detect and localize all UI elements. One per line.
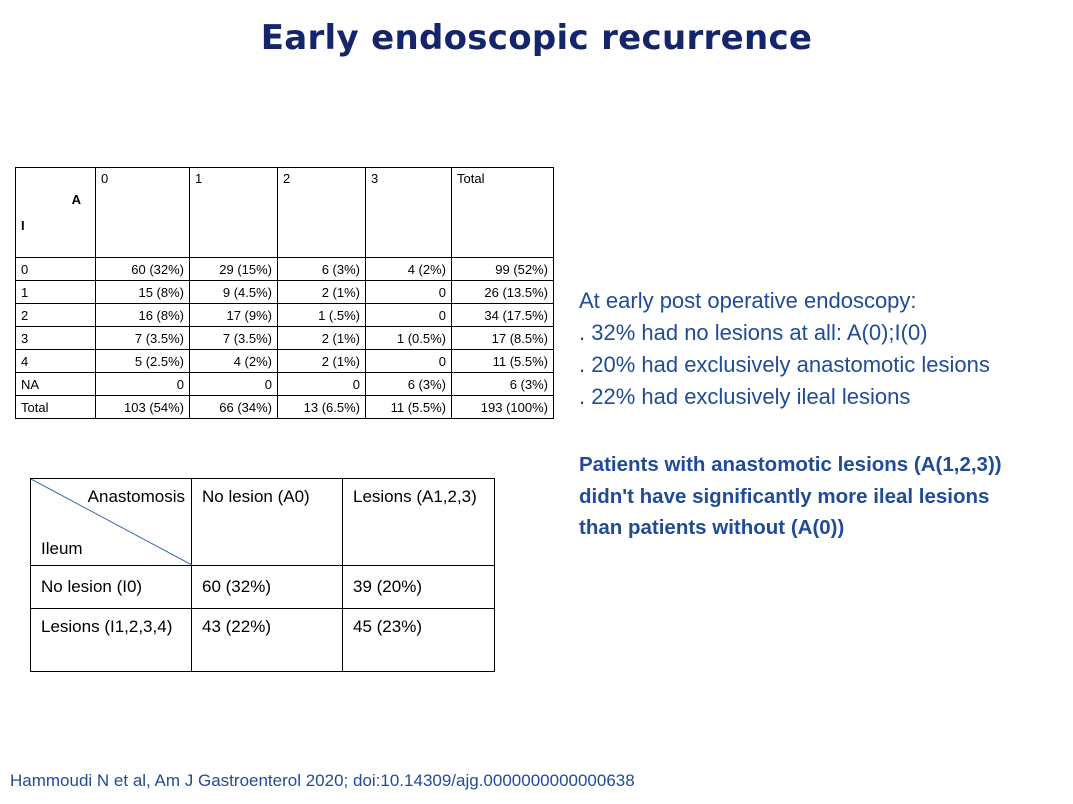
table-corner-cell: A I xyxy=(15,167,96,258)
summary-table: Anastomosis Ileum No lesion (A0) Lesions… xyxy=(30,478,495,672)
row-label: 3 xyxy=(15,326,96,350)
table-cell: 1 (0.5%) xyxy=(365,326,452,350)
table-cell: 17 (8.5%) xyxy=(451,326,554,350)
table-cell: 26 (13.5%) xyxy=(451,280,554,304)
table-header-row: Anastomosis Ileum No lesion (A0) Lesions… xyxy=(30,478,495,566)
table-row: 2 16 (8%) 17 (9%) 1 (.5%) 0 34 (17.5%) xyxy=(15,303,554,327)
table-cell: 2 (1%) xyxy=(277,326,366,350)
corner-label-anastomosis: Anastomosis xyxy=(87,487,185,506)
table-cell: 66 (34%) xyxy=(189,395,278,419)
column-header: 0 xyxy=(95,167,190,258)
table-corner-cell: Anastomosis Ileum xyxy=(30,478,192,566)
table-cell: 4 (2%) xyxy=(189,349,278,373)
column-header: 3 xyxy=(365,167,452,258)
table-cell: 9 (4.5%) xyxy=(189,280,278,304)
table-cell: 7 (3.5%) xyxy=(95,326,190,350)
table-cell: 0 xyxy=(277,372,366,396)
row-label: NA xyxy=(15,372,96,396)
table-cell: 5 (2.5%) xyxy=(95,349,190,373)
table-cell: 11 (5.5%) xyxy=(451,349,554,373)
findings-line: . 20% had exclusively anastomotic lesion… xyxy=(579,352,990,377)
table-cell: 15 (8%) xyxy=(95,280,190,304)
column-header: Lesions (A1,2,3) xyxy=(342,478,495,566)
conclusion-text: Patients with anastomotic lesions (A(1,2… xyxy=(579,449,1069,544)
findings-text: At early post operative endoscopy: . 32%… xyxy=(579,285,1069,413)
table-cell: 17 (9%) xyxy=(189,303,278,327)
table-cell: 60 (32%) xyxy=(95,257,190,281)
table-cell: 103 (54%) xyxy=(95,395,190,419)
table-cell: 13 (6.5%) xyxy=(277,395,366,419)
column-header: 1 xyxy=(189,167,278,258)
table-row: 0 60 (32%) 29 (15%) 6 (3%) 4 (2%) 99 (52… xyxy=(15,257,554,281)
table-cell: 0 xyxy=(95,372,190,396)
table-cell: 29 (15%) xyxy=(189,257,278,281)
table-cell: 11 (5.5%) xyxy=(365,395,452,419)
table-cell: 2 (1%) xyxy=(277,280,366,304)
table-cell: 7 (3.5%) xyxy=(189,326,278,350)
row-label: Total xyxy=(15,395,96,419)
table-cell: 6 (3%) xyxy=(451,372,554,396)
table-cell: 4 (2%) xyxy=(365,257,452,281)
table-row: NA 0 0 0 6 (3%) 6 (3%) xyxy=(15,372,554,396)
row-label: 0 xyxy=(15,257,96,281)
table-cell: 6 (3%) xyxy=(365,372,452,396)
conclusion-line: didn't have significantly more ileal les… xyxy=(579,484,990,508)
column-header: 2 xyxy=(277,167,366,258)
row-label: 2 xyxy=(15,303,96,327)
corner-label-i: I xyxy=(21,218,25,233)
corner-label-a: A xyxy=(71,192,81,207)
table-cell: 0 xyxy=(365,280,452,304)
diagonal-line xyxy=(31,479,192,565)
table-cell: 2 (1%) xyxy=(277,349,366,373)
findings-line: . 22% had exclusively ileal lesions xyxy=(579,384,911,409)
table-cell: 16 (8%) xyxy=(95,303,190,327)
table-row: No lesion (I0) 60 (32%) 39 (20%) xyxy=(30,565,495,609)
table-cell: 99 (52%) xyxy=(451,257,554,281)
conclusion-line: Patients with anastomotic lesions (A(1,2… xyxy=(579,453,1002,476)
table-cell: 34 (17.5%) xyxy=(451,303,554,327)
table-cell: 0 xyxy=(189,372,278,396)
table-cell: 60 (32%) xyxy=(191,565,343,609)
table-row: 3 7 (3.5%) 7 (3.5%) 2 (1%) 1 (0.5%) 17 (… xyxy=(15,326,554,350)
conclusion-line: than patients without (A(0)) xyxy=(579,516,845,539)
table-cell: 43 (22%) xyxy=(191,608,343,672)
table-cell: 1 (.5%) xyxy=(277,303,366,327)
row-label: Lesions (I1,2,3,4) xyxy=(30,608,192,672)
table-cell: 193 (100%) xyxy=(451,395,554,419)
citation: Hammoudi N et al, Am J Gastroenterol 202… xyxy=(10,771,635,790)
table-cell: 0 xyxy=(365,303,452,327)
table-cell: 0 xyxy=(365,349,452,373)
page-title: Early endoscopic recurrence xyxy=(260,18,813,58)
findings-line: At early post operative endoscopy: xyxy=(579,288,917,313)
table-row: Lesions (I1,2,3,4) 43 (22%) 45 (23%) xyxy=(30,608,495,672)
corner-label-ileum: Ileum xyxy=(41,539,83,558)
row-label: 4 xyxy=(15,349,96,373)
table-cell: 45 (23%) xyxy=(342,608,495,672)
row-label: No lesion (I0) xyxy=(30,565,192,609)
table-row: 1 15 (8%) 9 (4.5%) 2 (1%) 0 26 (13.5%) xyxy=(15,280,554,304)
findings-line: . 32% had no lesions at all: A(0);I(0) xyxy=(579,320,928,345)
table-row: 4 5 (2.5%) 4 (2%) 2 (1%) 0 11 (5.5%) xyxy=(15,349,554,373)
table-cell: 6 (3%) xyxy=(277,257,366,281)
table-row: Total 103 (54%) 66 (34%) 13 (6.5%) 11 (5… xyxy=(15,395,554,419)
table-cell: 39 (20%) xyxy=(342,565,495,609)
column-header: No lesion (A0) xyxy=(191,478,343,566)
column-header: Total xyxy=(451,167,554,258)
row-label: 1 xyxy=(15,280,96,304)
table-header-row: A I 0 1 2 3 Total xyxy=(15,167,554,258)
recurrence-table: A I 0 1 2 3 Total 0 60 (32%) 29 (15%) 6 … xyxy=(15,167,554,419)
